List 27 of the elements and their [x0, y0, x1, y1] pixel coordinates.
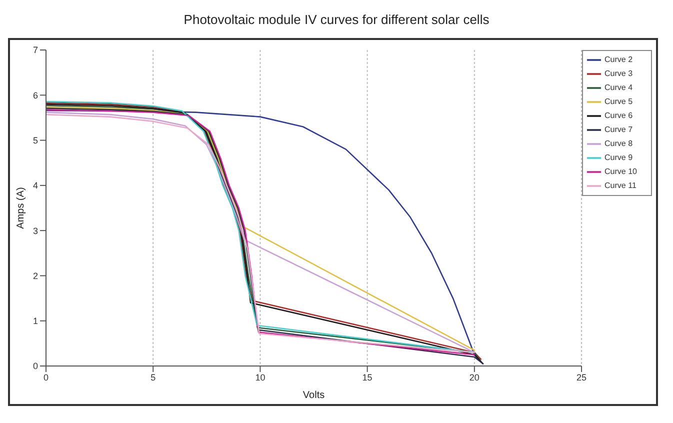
legend-label: Curve 7 — [604, 125, 633, 134]
y-tick-label: 0 — [32, 361, 38, 372]
legend-label: Curve 5 — [604, 97, 633, 106]
y-tick-label: 4 — [32, 180, 38, 191]
legend-label: Curve 10 — [604, 167, 637, 176]
legend-label: Curve 11 — [604, 181, 636, 190]
x-tick-label: 15 — [362, 372, 372, 382]
y-tick-label: 5 — [32, 135, 38, 146]
legend-label: Curve 6 — [604, 111, 633, 120]
x-tick-label: 5 — [150, 372, 156, 382]
legend-label: Curve 4 — [604, 83, 633, 92]
y-tick-label: 1 — [32, 316, 38, 326]
x-tick-label: 10 — [255, 372, 266, 382]
legend-label: Curve 9 — [604, 153, 633, 162]
x-tick-label: 20 — [469, 372, 480, 382]
x-tick-label: 25 — [576, 372, 587, 382]
y-tick-label: 6 — [32, 90, 38, 100]
y-tick-label: 2 — [32, 270, 38, 281]
y-tick-label: 3 — [32, 226, 38, 236]
legend-label: Curve 8 — [604, 139, 633, 148]
legend-label: Curve 3 — [604, 69, 633, 78]
x-axis-title: Volts — [302, 390, 325, 401]
y-axis-title: Amps (A) — [16, 187, 27, 229]
y-tick-label: 7 — [32, 45, 38, 56]
x-tick-label: 0 — [43, 372, 49, 382]
legend-label: Curve 2 — [604, 55, 633, 64]
chart-title: Photovoltaic module IV curves for different solar cells — [182, 11, 490, 29]
